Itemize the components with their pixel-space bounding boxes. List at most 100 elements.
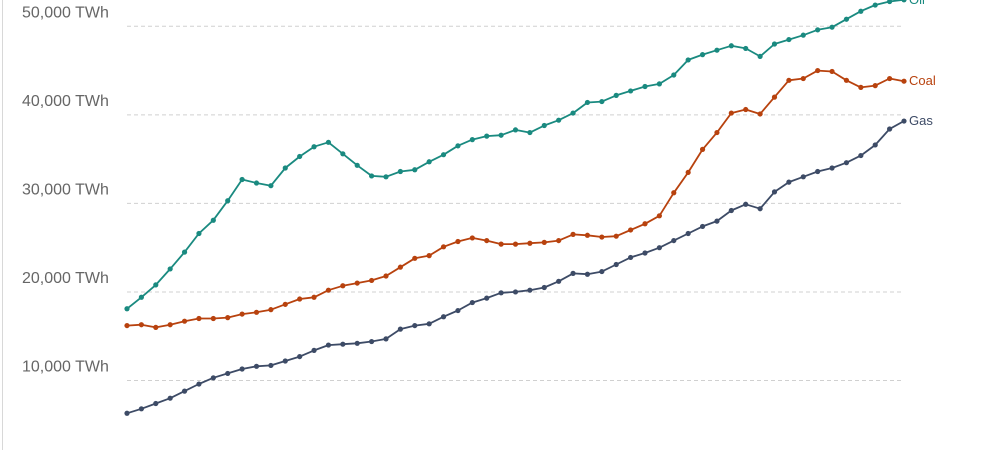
data-point-oil[interactable] [771, 41, 778, 47]
data-point-oil[interactable] [512, 127, 519, 133]
data-point-coal[interactable] [642, 221, 648, 227]
data-point-gas[interactable] [714, 218, 720, 224]
data-point-gas[interactable] [829, 165, 835, 171]
data-point-gas[interactable] [728, 207, 734, 214]
data-point-coal[interactable] [786, 77, 792, 83]
data-point-coal[interactable] [138, 322, 144, 328]
data-point-gas[interactable] [469, 299, 475, 306]
data-point-gas[interactable] [628, 254, 634, 261]
data-point-gas[interactable] [268, 362, 274, 369]
data-point-gas[interactable] [124, 410, 130, 416]
data-point-coal[interactable] [369, 277, 375, 284]
data-point-gas[interactable] [340, 341, 346, 347]
data-point-oil[interactable] [311, 144, 317, 150]
data-point-gas[interactable] [181, 388, 188, 394]
data-point-oil[interactable] [815, 27, 821, 33]
data-point-oil[interactable] [297, 153, 303, 160]
data-point-oil[interactable] [714, 47, 720, 53]
data-point-coal[interactable] [872, 83, 878, 89]
data-point-oil[interactable] [153, 282, 159, 288]
data-point-oil[interactable] [642, 83, 648, 90]
data-point-oil[interactable] [253, 180, 260, 186]
data-point-coal[interactable] [656, 213, 662, 219]
data-point-gas[interactable] [584, 271, 591, 277]
series-line-coal[interactable] [126, 69, 905, 329]
data-point-coal[interactable] [743, 106, 749, 113]
data-point-coal[interactable] [570, 231, 576, 237]
data-point-gas[interactable] [440, 314, 447, 320]
data-point-gas[interactable] [599, 268, 605, 275]
data-point-coal[interactable] [311, 294, 317, 300]
data-point-oil[interactable] [138, 294, 144, 300]
data-point-coal[interactable] [282, 301, 288, 307]
data-point-gas[interactable] [656, 245, 662, 251]
data-point-oil[interactable] [196, 230, 202, 237]
data-point-gas[interactable] [311, 347, 317, 353]
data-point-coal[interactable] [556, 237, 562, 244]
data-point-oil[interactable] [440, 152, 447, 158]
data-point-gas[interactable] [210, 375, 216, 381]
data-point-gas[interactable] [570, 270, 576, 276]
data-point-coal[interactable] [714, 129, 720, 136]
data-point-gas[interactable] [685, 230, 691, 237]
data-point-oil[interactable] [843, 16, 850, 22]
data-point-oil[interactable] [354, 162, 360, 168]
data-point-coal[interactable] [239, 311, 245, 317]
data-point-oil[interactable] [541, 122, 547, 129]
data-point-gas[interactable] [843, 160, 850, 166]
data-point-coal[interactable] [800, 75, 806, 82]
data-point-coal[interactable] [210, 315, 216, 322]
data-point-oil[interactable] [599, 98, 605, 105]
data-point-oil[interactable] [800, 32, 806, 38]
data-point-oil[interactable] [268, 183, 274, 189]
data-point-oil[interactable] [901, 0, 907, 3]
data-point-oil[interactable] [455, 143, 461, 149]
data-point-oil[interactable] [858, 8, 864, 14]
data-point-oil[interactable] [556, 117, 562, 123]
data-point-gas[interactable] [225, 370, 231, 377]
data-point-oil[interactable] [469, 137, 475, 143]
data-point-gas[interactable] [297, 353, 303, 360]
data-point-gas[interactable] [397, 326, 403, 332]
data-point-coal[interactable] [757, 111, 763, 117]
data-point-coal[interactable] [253, 309, 260, 315]
data-point-coal[interactable] [484, 237, 490, 244]
data-point-gas[interactable] [153, 400, 159, 407]
data-point-coal[interactable] [599, 234, 605, 240]
data-point-oil[interactable] [412, 167, 418, 173]
data-point-oil[interactable] [484, 133, 490, 139]
data-point-coal[interactable] [354, 280, 360, 286]
data-point-coal[interactable] [887, 75, 893, 82]
data-point-oil[interactable] [527, 129, 533, 136]
data-point-oil[interactable] [369, 173, 375, 179]
data-point-coal[interactable] [613, 233, 619, 239]
data-point-oil[interactable] [685, 57, 691, 63]
data-point-coal[interactable] [829, 68, 835, 75]
data-point-oil[interactable] [786, 36, 792, 43]
data-point-oil[interactable] [383, 174, 389, 180]
data-point-oil[interactable] [225, 198, 231, 204]
data-point-coal[interactable] [671, 190, 677, 196]
data-point-coal[interactable] [297, 296, 303, 302]
data-point-coal[interactable] [340, 283, 346, 289]
data-point-oil[interactable] [282, 165, 288, 171]
data-point-coal[interactable] [628, 227, 634, 233]
data-point-oil[interactable] [628, 88, 634, 94]
data-point-coal[interactable] [383, 273, 389, 279]
data-point-gas[interactable] [282, 358, 288, 364]
data-point-coal[interactable] [325, 287, 332, 293]
data-point-gas[interactable] [484, 295, 490, 301]
data-point-oil[interactable] [887, 0, 893, 5]
data-point-oil[interactable] [570, 110, 576, 116]
data-point-gas[interactable] [887, 126, 893, 132]
data-point-coal[interactable] [469, 235, 475, 241]
data-point-coal[interactable] [498, 241, 504, 247]
data-point-oil[interactable] [340, 151, 346, 157]
data-point-coal[interactable] [843, 77, 850, 83]
data-point-oil[interactable] [613, 92, 619, 98]
data-point-coal[interactable] [196, 315, 202, 322]
data-point-oil[interactable] [699, 52, 706, 58]
data-point-coal[interactable] [397, 264, 403, 270]
data-point-gas[interactable] [138, 406, 144, 412]
data-point-gas[interactable] [901, 118, 907, 124]
